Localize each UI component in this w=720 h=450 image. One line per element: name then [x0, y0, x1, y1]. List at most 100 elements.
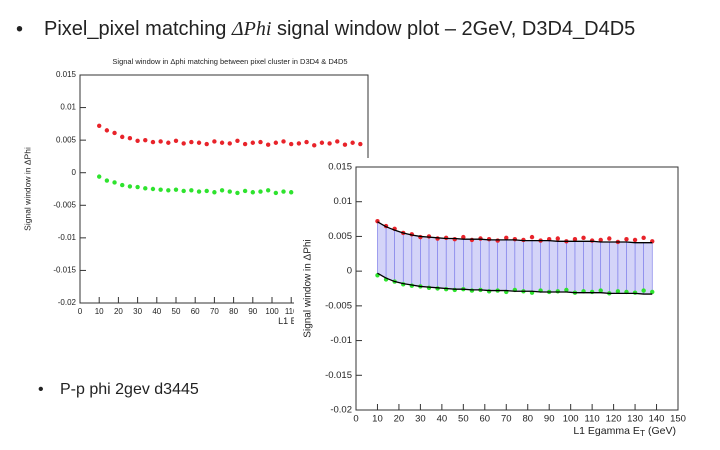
data-point — [127, 135, 133, 141]
x-tick-label: 90 — [248, 307, 257, 316]
data-point — [258, 189, 263, 194]
data-point — [265, 142, 271, 147]
data-point — [598, 288, 603, 293]
title-part: signal window plot – 2GeV, D3D4_D4D5 — [271, 18, 635, 40]
data-point — [281, 189, 286, 194]
data-point — [641, 288, 646, 293]
x-tick-label: 90 — [544, 414, 555, 425]
y-tick-label: 0.01 — [334, 196, 353, 207]
chart-2: -0.02 -0.015 -0.01 -0.005 0 0.005 0.01 0.015 0 10… — [294, 158, 706, 450]
data-point — [258, 139, 263, 145]
plot-frame — [355, 166, 679, 411]
data-point — [212, 190, 217, 195]
data-point — [227, 189, 232, 194]
data-point — [589, 238, 595, 243]
y-tick-label: -0.005 — [325, 300, 352, 311]
data-point — [504, 235, 509, 241]
data-point — [327, 141, 332, 146]
x-tick-label: 130 — [627, 414, 643, 425]
x-tick-label: 70 — [210, 307, 219, 316]
data-point — [104, 178, 110, 183]
bullet-dot: • — [16, 18, 23, 40]
y-tick-label: 0 — [347, 266, 352, 277]
y-axis-label: Signal window in ΔPhi — [303, 239, 314, 337]
data-point — [529, 234, 535, 240]
x-tick-label: 30 — [133, 307, 142, 316]
y-tick-label: 0.015 — [328, 162, 352, 173]
data-point — [265, 188, 271, 193]
data-point — [581, 235, 586, 241]
y-tick-label: -0.02 — [58, 298, 77, 307]
data-point — [342, 142, 348, 147]
data-point — [127, 184, 133, 189]
data-point — [158, 139, 163, 144]
data-point — [235, 190, 240, 196]
fit-line — [377, 272, 653, 295]
x-tick-label: 40 — [152, 307, 161, 316]
data-point — [204, 141, 209, 147]
x-tick-label: 0 — [78, 307, 83, 316]
data-point — [204, 188, 209, 194]
data-point — [219, 188, 225, 193]
title-math: ΔPhi — [231, 18, 272, 40]
data-point — [212, 139, 217, 144]
data-point — [120, 134, 125, 140]
data-point — [112, 130, 117, 136]
data-point — [189, 188, 194, 193]
y-tick-label: -0.005 — [53, 200, 76, 209]
x-label-part: L1 Egamma E — [573, 425, 640, 437]
data-point — [135, 138, 140, 143]
x-tick-label: 100 — [265, 307, 279, 316]
data-point — [227, 141, 232, 146]
data-point — [598, 237, 603, 243]
data-point — [319, 140, 325, 145]
slide-title: Pixel_pixel matching ΔPhi signal window … — [44, 18, 635, 41]
x-tick-label: 50 — [458, 414, 469, 425]
data-point — [173, 187, 179, 192]
data-point — [564, 287, 569, 293]
data-point — [219, 140, 225, 145]
data-point — [632, 290, 638, 295]
data-point — [486, 289, 492, 294]
data-point — [289, 141, 294, 147]
x-tick-label: 60 — [480, 414, 491, 425]
x-tick-label: 110 — [585, 414, 600, 425]
data-point — [158, 187, 163, 192]
data-point — [478, 236, 483, 241]
x-tick-label: 10 — [95, 307, 104, 316]
title-part: Pixel_pixel matching — [44, 18, 232, 40]
y-tick-label: -0.02 — [330, 405, 352, 416]
x-tick-label: 0 — [353, 414, 358, 425]
x-tick-label: 20 — [114, 307, 123, 316]
data-point — [120, 182, 125, 188]
data-point — [242, 141, 248, 147]
x-label-sub: T — [640, 428, 645, 438]
data-point — [250, 140, 255, 145]
data-point — [150, 186, 156, 192]
bullet-dot: • — [38, 381, 44, 398]
data-point — [461, 234, 466, 240]
data-point — [312, 143, 317, 148]
data-point — [607, 236, 612, 241]
data-point — [469, 288, 475, 293]
x-axis-label: L1 Egamma ET (GeV) — [573, 425, 676, 438]
bullet-text: P-p phi 2gev d3445 — [60, 381, 199, 398]
chart-background — [294, 158, 706, 450]
data-point — [242, 188, 248, 194]
data-point — [469, 237, 475, 243]
data-point — [273, 140, 279, 145]
x-tick-label: 110 — [285, 307, 298, 316]
data-point — [572, 237, 578, 242]
data-point — [335, 139, 340, 144]
data-point — [641, 235, 646, 241]
data-point — [166, 188, 171, 193]
x-tick-label: 80 — [229, 307, 238, 316]
data-point — [632, 237, 638, 243]
x-tick-label: 100 — [563, 414, 579, 425]
data-point — [150, 139, 156, 145]
data-point — [555, 236, 560, 241]
data-point — [624, 237, 629, 242]
data-point — [281, 139, 286, 144]
x-tick-label: 50 — [172, 307, 181, 316]
